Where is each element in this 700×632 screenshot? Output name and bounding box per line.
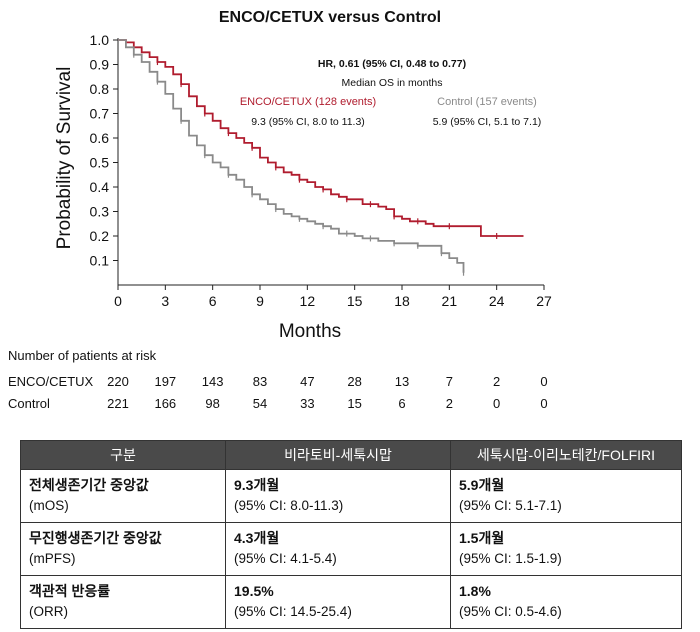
row-label-main: 전체생존기간 중앙값: [29, 477, 149, 493]
risk-count: 7: [445, 374, 453, 389]
x-axis-label: Months: [279, 321, 341, 342]
cell-control: 5.9개월 (95% CI: 5.1-7.1): [450, 469, 682, 523]
risk-count: 0: [493, 396, 501, 411]
results-table: 구분 비라토비-세툭시맙 세툭시맙-이리노테칸/FOLFIRI 전체생존기간 중…: [20, 440, 682, 629]
chart-title: ENCO/CETUX versus Control: [219, 9, 441, 26]
row-label-sub: (ORR): [29, 604, 68, 619]
x-tick-label: 9: [256, 293, 264, 309]
header-control: 세툭시맙-이리노테칸/FOLFIRI: [450, 440, 682, 470]
median-os-label: Median OS in months: [342, 77, 443, 89]
header-category: 구분: [20, 440, 226, 470]
x-tick-label: 24: [489, 293, 505, 309]
row-label-sub: (mOS): [29, 498, 69, 513]
cell-main: 1.5개월: [459, 530, 505, 546]
enco-median: 9.3 (95% CI, 8.0 to 11.3): [251, 116, 365, 128]
risk-count: 197: [154, 374, 177, 389]
x-tick-label: 15: [347, 293, 363, 309]
row-label: 무진행생존기간 중앙값 (mPFS): [20, 522, 226, 576]
table-row: 전체생존기간 중앙값 (mOS) 9.3개월 (95% CI: 8.0-11.3) …: [20, 469, 682, 523]
y-tick-label: 1.0: [90, 32, 110, 48]
risk-count: 13: [394, 374, 410, 389]
row-label-main: 무진행생존기간 중앙값: [29, 530, 162, 546]
risk-count: 47: [300, 374, 315, 389]
y-tick-label: 0.5: [90, 155, 110, 171]
y-tick-label: 0.9: [90, 57, 110, 73]
table-header-row: 구분 비라토비-세툭시맙 세툭시맙-이리노테칸/FOLFIRI: [20, 440, 682, 470]
cell-main: 9.3개월: [234, 477, 280, 493]
y-tick-label: 0.4: [90, 179, 110, 195]
cell-main: 19.5%: [234, 583, 274, 599]
table-row: 무진행생존기간 중앙값 (mPFS) 4.3개월 (95% CI: 4.1-5.4)…: [20, 522, 682, 576]
cell-control: 1.8% (95% CI: 0.5-4.6): [450, 575, 682, 629]
risk-count: 220: [107, 374, 129, 389]
cell-main: 5.9개월: [459, 477, 505, 493]
enco-legend-label: ENCO/CETUX (128 events): [240, 96, 376, 108]
risk-count: 15: [347, 396, 362, 411]
header-enco-cetux: 비라토비-세툭시맙: [225, 440, 451, 470]
cell-enco: 19.5% (95% CI: 14.5-25.4): [225, 575, 451, 629]
hr-annotation: HR, 0.61 (95% CI, 0.48 to 0.77): [318, 58, 466, 70]
x-tick-label: 18: [394, 293, 410, 309]
risk-count: 2: [445, 396, 453, 411]
row-label-sub: (mPFS): [29, 551, 76, 566]
x-tick-label: 6: [209, 293, 217, 309]
risk-row-label: ENCO/CETUX: [8, 374, 94, 389]
cell-ci: (95% CI: 4.1-5.4): [234, 551, 337, 566]
y-tick-label: 0.7: [90, 106, 110, 122]
cell-enco: 9.3개월 (95% CI: 8.0-11.3): [225, 469, 451, 523]
cell-main: 4.3개월: [234, 530, 280, 546]
km-chart: ENCO/CETUX versus Control Probability of…: [54, 9, 552, 342]
cell-ci: (95% CI: 14.5-25.4): [234, 604, 352, 619]
risk-row-label: Control: [8, 396, 50, 411]
x-tick-label: 3: [161, 293, 169, 309]
row-label: 객관적 반응률 (ORR): [20, 575, 226, 629]
y-tick-label: 0.6: [90, 130, 110, 146]
cell-ci: (95% CI: 8.0-11.3): [234, 498, 344, 513]
row-label: 전체생존기간 중앙값 (mOS): [20, 469, 226, 523]
risk-count: 54: [252, 396, 268, 411]
x-tick-label: 21: [442, 293, 458, 309]
control-median: 5.9 (95% CI, 5.1 to 7.1): [433, 116, 542, 128]
cell-enco: 4.3개월 (95% CI: 4.1-5.4): [225, 522, 451, 576]
cell-ci: (95% CI: 5.1-7.1): [459, 498, 562, 513]
risk-count: 0: [540, 396, 548, 411]
risk-count: 33: [300, 396, 315, 411]
x-tick-label: 27: [536, 293, 552, 309]
y-tick-label: 0.1: [90, 253, 110, 269]
risk-count: 143: [201, 374, 224, 389]
risk-count: 0: [540, 374, 548, 389]
row-label-main: 객관적 반응률: [29, 583, 111, 599]
risk-count: 98: [205, 396, 220, 411]
enco-cetux-curve: [118, 39, 524, 237]
risk-count: 6: [398, 396, 406, 411]
y-axis-label: Probability of Survival: [54, 67, 75, 250]
y-tick-label: 0.8: [90, 81, 110, 97]
table-row: 객관적 반응률 (ORR) 19.5% (95% CI: 14.5-25.4) 1.…: [20, 575, 682, 629]
risk-count: 83: [252, 374, 268, 389]
y-tick-label: 0.2: [90, 228, 110, 244]
risk-table-title: Number of patients at risk: [8, 348, 157, 363]
cell-control: 1.5개월 (95% CI: 1.5-1.9): [450, 522, 682, 576]
risk-count: 166: [154, 396, 177, 411]
risk-table: Number of patients at risk ENCO/CETUX 220…: [0, 340, 700, 420]
control-curve: [118, 39, 465, 273]
risk-count: 221: [107, 396, 129, 411]
cell-ci: (95% CI: 0.5-4.6): [459, 604, 562, 619]
risk-count: 28: [347, 374, 362, 389]
cell-main: 1.8%: [459, 583, 491, 599]
x-tick-label: 12: [300, 293, 316, 309]
y-tick-label: 0.3: [90, 204, 110, 220]
x-tick-label: 0: [114, 293, 122, 309]
control-legend-label: Control (157 events): [437, 96, 537, 108]
risk-count: 2: [493, 374, 501, 389]
cell-ci: (95% CI: 1.5-1.9): [459, 551, 562, 566]
